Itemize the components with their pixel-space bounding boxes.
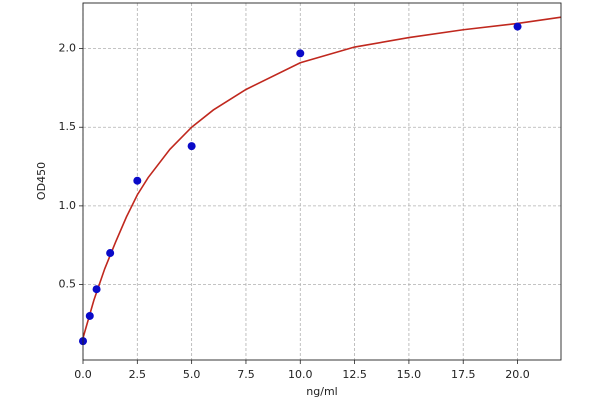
data-point <box>513 22 522 31</box>
y-tick-label: 1.5 <box>59 120 77 133</box>
plot-frame <box>82 2 562 361</box>
data-point <box>133 176 142 185</box>
data-point <box>296 49 305 58</box>
y-tick-label: 2.0 <box>59 42 77 55</box>
data-point <box>187 142 196 151</box>
x-tick-label: 0.0 <box>74 368 92 381</box>
data-point <box>85 311 94 320</box>
x-tick-label: 15.0 <box>397 368 422 381</box>
x-tick-label: 12.5 <box>342 368 367 381</box>
data-point <box>92 285 101 294</box>
x-tick-label: 2.5 <box>129 368 147 381</box>
x-tick-label: 5.0 <box>183 368 201 381</box>
data-point <box>106 249 115 258</box>
y-tick-label: 0.5 <box>59 278 77 291</box>
x-tick-label: 10.0 <box>288 368 313 381</box>
x-tick-label: 7.5 <box>237 368 255 381</box>
x-axis-label: ng/ml <box>306 385 337 398</box>
plot-area <box>83 3 561 360</box>
y-axis-label: OD450 <box>35 162 48 200</box>
y-tick-label: 1.0 <box>59 199 77 212</box>
marks <box>79 16 562 346</box>
x-tick-label: 20.0 <box>505 368 530 381</box>
x-tick-label: 17.5 <box>451 368 476 381</box>
